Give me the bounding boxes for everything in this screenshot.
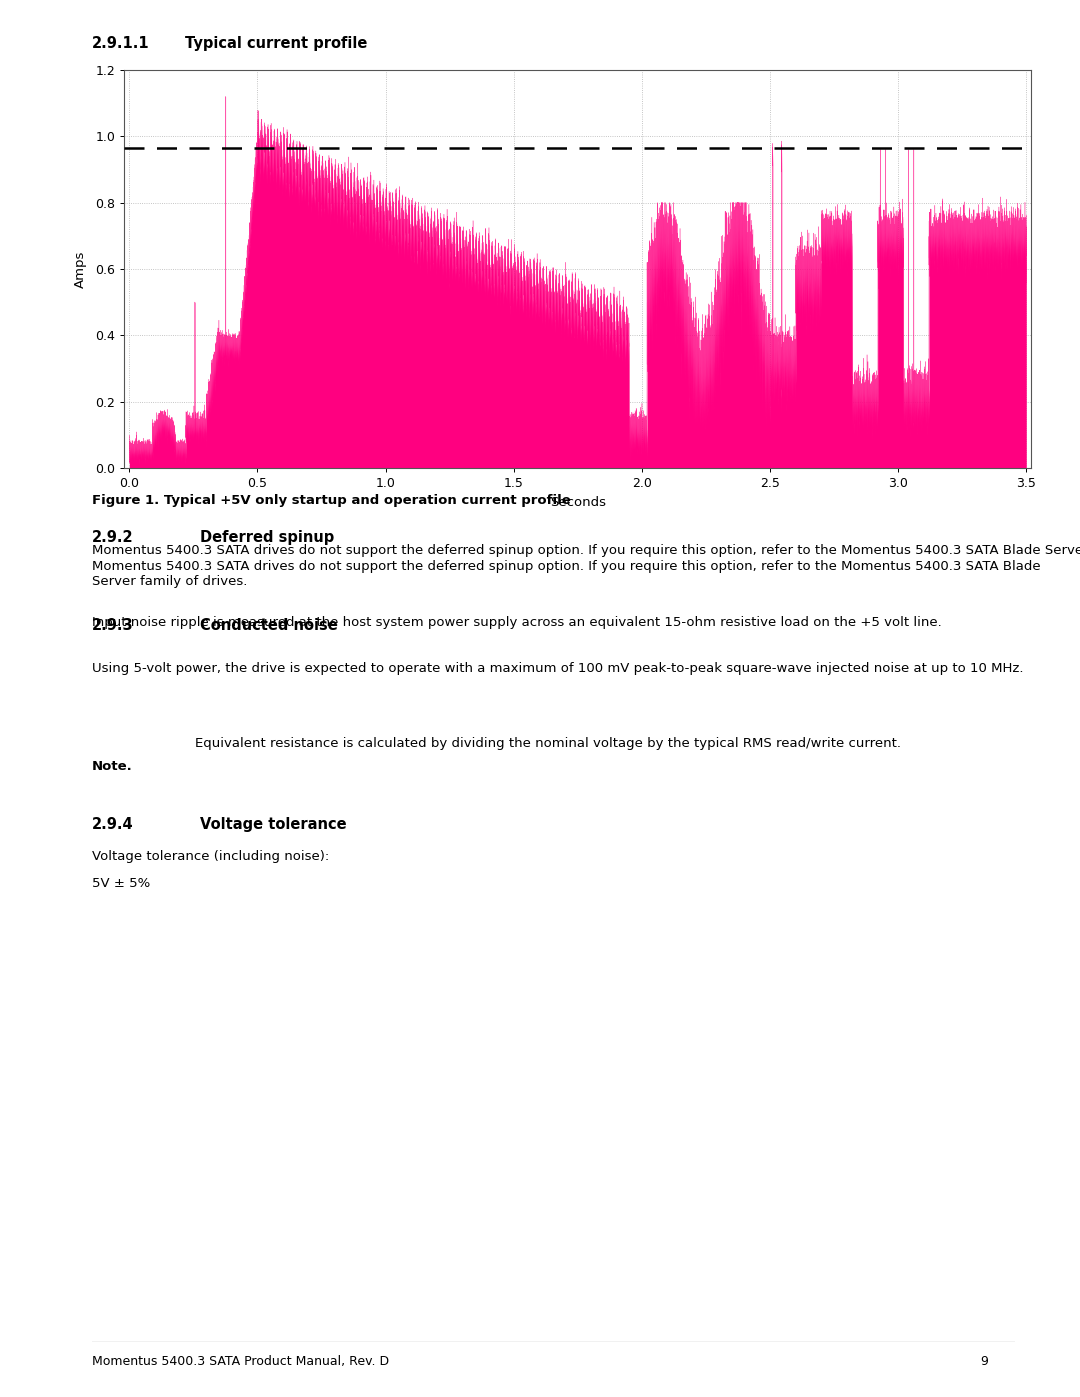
Text: 5V ± 5%: 5V ± 5% [92, 877, 150, 890]
Text: Note.: Note. [92, 760, 133, 773]
Text: Typical current profile: Typical current profile [185, 36, 367, 52]
Text: Using 5-volt power, the drive is expected to operate with a maximum of 100 mV pe: Using 5-volt power, the drive is expecte… [92, 662, 1024, 675]
Text: 2.9.2: 2.9.2 [92, 529, 134, 545]
Text: 2.9.3: 2.9.3 [92, 617, 134, 633]
Y-axis label: Amps: Amps [73, 250, 86, 288]
Text: Momentus 5400.3 SATA Product Manual, Rev. D: Momentus 5400.3 SATA Product Manual, Rev… [92, 1355, 389, 1368]
Text: 2.9.4: 2.9.4 [92, 817, 134, 833]
Text: Momentus 5400.3 SATA drives do not support the deferred spinup option. If you re: Momentus 5400.3 SATA drives do not suppo… [92, 560, 1041, 588]
Text: 2.9.1.1: 2.9.1.1 [92, 36, 150, 52]
Text: Voltage tolerance: Voltage tolerance [200, 817, 347, 833]
Text: Momentus 5400.3 SATA drives do not support the deferred spinup option. If you re: Momentus 5400.3 SATA drives do not suppo… [92, 543, 1080, 557]
Text: Figure 1. Typical +5V only startup and operation current profile: Figure 1. Typical +5V only startup and o… [92, 495, 570, 507]
Text: 9: 9 [981, 1355, 988, 1368]
Text: Voltage tolerance (including noise):: Voltage tolerance (including noise): [92, 849, 329, 863]
X-axis label: Seconds: Seconds [550, 496, 606, 509]
Text: Input noise ripple is measured at the host system power supply across an equival: Input noise ripple is measured at the ho… [92, 616, 942, 629]
Text: Equivalent resistance is calculated by dividing the nominal voltage by the typic: Equivalent resistance is calculated by d… [195, 738, 901, 750]
Text: Deferred spinup: Deferred spinup [200, 529, 334, 545]
Text: Conducted noise: Conducted noise [200, 617, 338, 633]
